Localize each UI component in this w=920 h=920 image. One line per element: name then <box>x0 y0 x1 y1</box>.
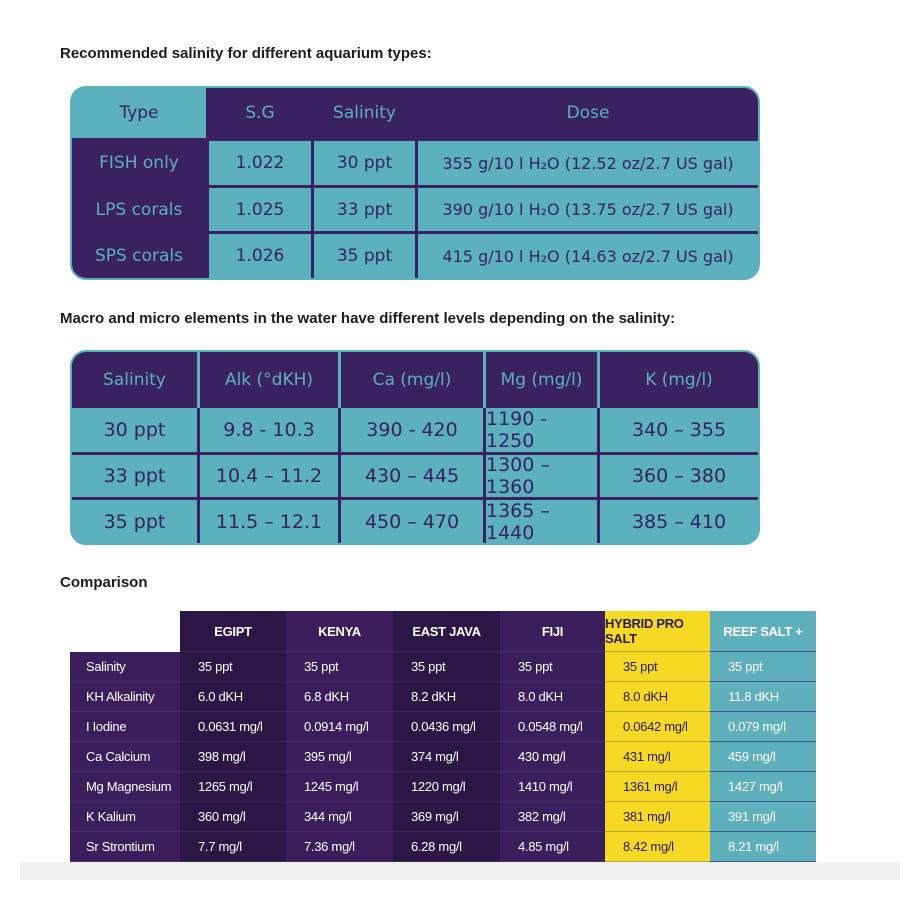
table-cell: 459 mg/l <box>710 742 816 772</box>
table-cell: 35 ppt <box>710 652 816 682</box>
table-cell: FISH only <box>72 141 209 188</box>
table-cell: 1361 mg/l <box>605 772 710 802</box>
table-cell: 344 mg/l <box>286 802 393 832</box>
table-cell: 381 mg/l <box>605 802 710 832</box>
table-cell: 0.0436 mg/l <box>393 712 500 742</box>
salinity-table: Type S.G Salinity Dose FISH only 1.022 30 ppt 3… <box>70 86 760 280</box>
table-cell: 360 mg/l <box>180 802 286 832</box>
table-cell: 390 - 420 <box>341 408 486 455</box>
table-cell: 6.28 mg/l <box>393 832 500 862</box>
table-cell: 382 mg/l <box>500 802 605 832</box>
table-cell: 30 ppt <box>72 408 200 455</box>
table-cell: 0.0548 mg/l <box>500 712 605 742</box>
footer-strip <box>20 862 900 880</box>
table-cell: 8.42 mg/l <box>605 832 710 862</box>
heading-elements: Macro and micro elements in the water ha… <box>60 310 676 327</box>
table-cell: 10.4 – 11.2 <box>200 455 341 500</box>
column-header: Type <box>72 88 209 141</box>
table-cell: 30 ppt <box>314 141 418 188</box>
table-cell: 1.026 <box>209 234 314 278</box>
table-cell: 1.025 <box>209 188 314 234</box>
column-header: Salinity <box>72 352 200 408</box>
heading-salinity: Recommended salinity for different aquar… <box>60 45 432 62</box>
column-header: Alk (°dKH) <box>200 352 341 408</box>
table-cell: 7.7 mg/l <box>180 832 286 862</box>
table-cell: 1245 mg/l <box>286 772 393 802</box>
table-cell: 35 ppt <box>605 652 710 682</box>
row-label: KH Alkalinity <box>70 682 180 712</box>
table-cell: 450 – 470 <box>341 500 486 543</box>
table-cell: 33 ppt <box>314 188 418 234</box>
table-cell: 0.0631 mg/l <box>180 712 286 742</box>
column-header: HYBRID PRO SALT <box>605 611 710 652</box>
row-label: Sr Strontium <box>70 832 180 862</box>
column-header: EGIPT <box>180 611 286 652</box>
table-cell: 1410 mg/l <box>500 772 605 802</box>
table-cell: 0.0642 mg/l <box>605 712 710 742</box>
table-cell: 0.0914 mg/l <box>286 712 393 742</box>
table-cell: 360 – 380 <box>600 455 758 500</box>
table-cell: SPS corals <box>72 234 209 278</box>
row-label: K Kalium <box>70 802 180 832</box>
table-cell: 430 – 445 <box>341 455 486 500</box>
column-header: Dose <box>418 88 758 141</box>
comparison-table: EGIPT KENYA EAST JAVA FIJI HYBRID PRO SALT RE… <box>70 611 816 862</box>
table-cell: 11.5 – 12.1 <box>200 500 341 543</box>
table-cell: 1.022 <box>209 141 314 188</box>
table-cell: 8.2 dKH <box>393 682 500 712</box>
table-cell: 355 g/10 l H₂O (12.52 oz/2.7 US gal) <box>418 141 758 188</box>
table-cell: 8.0 dKH <box>500 682 605 712</box>
table-cell: 1265 mg/l <box>180 772 286 802</box>
table-cell: 374 mg/l <box>393 742 500 772</box>
column-header: Salinity <box>314 88 418 141</box>
corner-blank <box>70 611 180 652</box>
table-cell: 8.0 dKH <box>605 682 710 712</box>
table-cell: 1300 – 1360 <box>486 454 600 500</box>
column-header: KENYA <box>286 611 393 652</box>
table-cell: 6.0 dKH <box>180 682 286 712</box>
table-cell: 398 mg/l <box>180 742 286 772</box>
row-label: I Iodine <box>70 712 180 742</box>
row-label: Salinity <box>70 652 180 682</box>
table-cell: 415 g/10 l H₂O (14.63 oz/2.7 US gal) <box>418 234 758 278</box>
table-cell: 33 ppt <box>72 455 200 500</box>
table-cell: 35 ppt <box>72 500 200 543</box>
table-cell: 431 mg/l <box>605 742 710 772</box>
row-label: Ca Calcium <box>70 742 180 772</box>
table-cell: 4.85 mg/l <box>500 832 605 862</box>
row-label: Mg Magnesium <box>70 772 180 802</box>
column-header: K (mg/l) <box>600 352 758 408</box>
table-cell: 430 mg/l <box>500 742 605 772</box>
table-cell: 391 mg/l <box>710 802 816 832</box>
table-cell: 1220 mg/l <box>393 772 500 802</box>
table-cell: 0.079 mg/l <box>710 712 816 742</box>
table-cell: 8.21 mg/l <box>710 832 816 862</box>
column-header: Ca (mg/l) <box>341 352 486 408</box>
table-cell: LPS corals <box>72 188 209 234</box>
table-cell: 35 ppt <box>314 234 418 278</box>
table-cell: 7.36 mg/l <box>286 832 393 862</box>
table-cell: 1365 – 1440 <box>486 500 600 543</box>
column-header: EAST JAVA <box>393 611 500 652</box>
table-cell: 35 ppt <box>500 652 605 682</box>
column-header: REEF SALT + <box>710 611 816 652</box>
table-cell: 395 mg/l <box>286 742 393 772</box>
column-header: S.G <box>209 88 314 141</box>
elements-table: Salinity Alk (°dKH) Ca (mg/l) Mg (mg/l) K (m… <box>70 350 760 545</box>
column-header: Mg (mg/l) <box>486 352 600 408</box>
table-cell: 1427 mg/l <box>710 772 816 802</box>
table-cell: 35 ppt <box>180 652 286 682</box>
table-cell: 6.8 dKH <box>286 682 393 712</box>
table-cell: 11.8 dKH <box>710 682 816 712</box>
table-cell: 340 – 355 <box>600 408 758 455</box>
table-cell: 385 – 410 <box>600 500 758 543</box>
table-cell: 35 ppt <box>393 652 500 682</box>
table-cell: 390 g/10 l H₂O (13.75 oz/2.7 US gal) <box>418 188 758 234</box>
table-cell: 9.8 - 10.3 <box>200 408 341 455</box>
table-cell: 369 mg/l <box>393 802 500 832</box>
column-header: FIJI <box>500 611 605 652</box>
heading-comparison: Comparison <box>60 574 148 591</box>
table-cell: 1190 - 1250 <box>486 408 600 455</box>
table-cell: 35 ppt <box>286 652 393 682</box>
